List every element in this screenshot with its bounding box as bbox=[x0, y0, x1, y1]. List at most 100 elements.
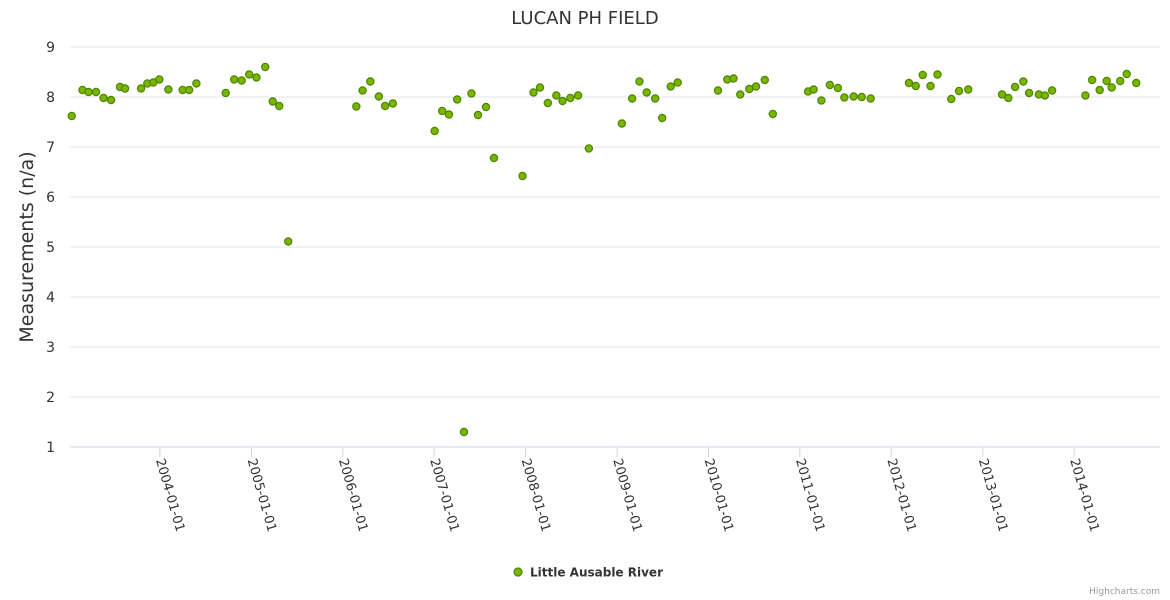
data-point[interactable] bbox=[558, 96, 567, 106]
y-tick-label: 6 bbox=[46, 190, 55, 206]
data-point[interactable] bbox=[84, 87, 93, 97]
data-point[interactable] bbox=[729, 74, 738, 83]
legend[interactable]: Little Ausable River bbox=[513, 566, 663, 580]
data-point[interactable] bbox=[1095, 85, 1104, 95]
data-point[interactable] bbox=[452, 95, 462, 104]
data-point[interactable] bbox=[155, 75, 164, 84]
data-point[interactable] bbox=[840, 93, 849, 102]
data-point[interactable] bbox=[825, 80, 835, 90]
data-point[interactable] bbox=[751, 82, 761, 91]
data-point[interactable] bbox=[1107, 83, 1116, 92]
data-point[interactable] bbox=[444, 110, 454, 119]
data-point[interactable] bbox=[1102, 76, 1111, 86]
data-point[interactable] bbox=[849, 92, 858, 101]
data-point[interactable] bbox=[1116, 76, 1125, 86]
data-point[interactable] bbox=[760, 75, 769, 85]
data-point[interactable] bbox=[1040, 91, 1050, 100]
data-point[interactable] bbox=[481, 102, 491, 112]
data-point[interactable] bbox=[366, 77, 375, 86]
data-point[interactable] bbox=[437, 106, 447, 116]
data-point[interactable] bbox=[817, 96, 826, 105]
series-points bbox=[67, 62, 1141, 437]
data-point[interactable] bbox=[911, 81, 920, 91]
data-point[interactable] bbox=[252, 73, 261, 82]
y-tick-label: 8 bbox=[46, 90, 55, 106]
data-point[interactable] bbox=[1004, 93, 1013, 103]
data-point[interactable] bbox=[947, 94, 956, 104]
data-point[interactable] bbox=[736, 90, 745, 99]
data-point[interactable] bbox=[268, 97, 277, 106]
data-point[interactable] bbox=[1024, 88, 1034, 98]
data-point[interactable] bbox=[352, 102, 361, 111]
data-point[interactable] bbox=[489, 153, 499, 163]
data-point[interactable] bbox=[284, 237, 293, 246]
data-point[interactable] bbox=[120, 84, 130, 93]
data-point[interactable] bbox=[221, 88, 230, 98]
data-point[interactable] bbox=[164, 85, 173, 94]
data-point[interactable] bbox=[1081, 91, 1090, 100]
data-point[interactable] bbox=[388, 99, 398, 108]
data-point[interactable] bbox=[926, 81, 935, 91]
data-point[interactable] bbox=[237, 76, 246, 85]
data-point[interactable] bbox=[809, 85, 818, 94]
data-point[interactable] bbox=[261, 62, 270, 72]
legend-marker[interactable] bbox=[513, 567, 523, 577]
data-point[interactable] bbox=[374, 92, 384, 101]
legend-item-label[interactable]: Little Ausable River bbox=[530, 566, 663, 580]
data-point[interactable] bbox=[918, 70, 927, 80]
data-point[interactable] bbox=[467, 89, 476, 98]
data-point[interactable] bbox=[99, 93, 108, 103]
data-point[interactable] bbox=[67, 111, 76, 121]
data-point[interactable] bbox=[657, 113, 667, 123]
data-point[interactable] bbox=[106, 95, 116, 105]
data-point[interactable] bbox=[245, 70, 254, 79]
data-point[interactable] bbox=[673, 78, 682, 87]
credits-link[interactable]: Highcharts.com bbox=[1089, 587, 1160, 597]
data-point[interactable] bbox=[1122, 69, 1131, 79]
data-point[interactable] bbox=[650, 94, 660, 103]
data-point[interactable] bbox=[964, 85, 973, 94]
data-point[interactable] bbox=[866, 94, 875, 103]
data-point[interactable] bbox=[713, 86, 723, 95]
data-point[interactable] bbox=[229, 75, 239, 84]
data-point[interactable] bbox=[627, 94, 637, 103]
data-point[interactable] bbox=[584, 144, 594, 153]
data-point[interactable] bbox=[768, 109, 778, 119]
data-point[interactable] bbox=[997, 90, 1007, 99]
data-point[interactable] bbox=[1019, 77, 1028, 86]
grid-lines bbox=[70, 46, 1160, 398]
data-point[interactable] bbox=[566, 93, 575, 103]
data-point[interactable] bbox=[642, 88, 651, 97]
data-point[interactable] bbox=[833, 83, 843, 93]
data-point[interactable] bbox=[954, 86, 964, 96]
data-point[interactable] bbox=[635, 77, 644, 86]
data-point[interactable] bbox=[1047, 86, 1057, 95]
data-point[interactable] bbox=[1010, 82, 1020, 92]
chart-title: LUCAN PH FIELD bbox=[511, 8, 658, 29]
data-point[interactable] bbox=[518, 171, 527, 181]
data-point[interactable] bbox=[535, 83, 545, 92]
data-point[interactable] bbox=[617, 119, 627, 128]
data-point[interactable] bbox=[857, 92, 866, 102]
data-point[interactable] bbox=[1087, 75, 1097, 85]
data-point[interactable] bbox=[1132, 78, 1141, 88]
y-tick-label: 5 bbox=[46, 240, 55, 256]
data-point[interactable] bbox=[380, 101, 390, 111]
data-point[interactable] bbox=[358, 86, 367, 95]
data-point[interactable] bbox=[430, 126, 439, 136]
data-point[interactable] bbox=[459, 427, 469, 437]
data-point[interactable] bbox=[573, 91, 583, 100]
data-point[interactable] bbox=[192, 79, 201, 88]
data-point[interactable] bbox=[904, 78, 914, 88]
data-point[interactable] bbox=[529, 88, 538, 97]
data-point[interactable] bbox=[745, 84, 754, 94]
data-point[interactable] bbox=[184, 85, 194, 95]
data-point[interactable] bbox=[91, 87, 101, 97]
data-point[interactable] bbox=[933, 70, 942, 79]
data-point[interactable] bbox=[666, 82, 675, 91]
data-point[interactable] bbox=[136, 84, 146, 93]
data-point[interactable] bbox=[473, 110, 483, 120]
data-point[interactable] bbox=[543, 98, 552, 108]
data-point[interactable] bbox=[552, 91, 561, 100]
data-point[interactable] bbox=[275, 101, 284, 111]
